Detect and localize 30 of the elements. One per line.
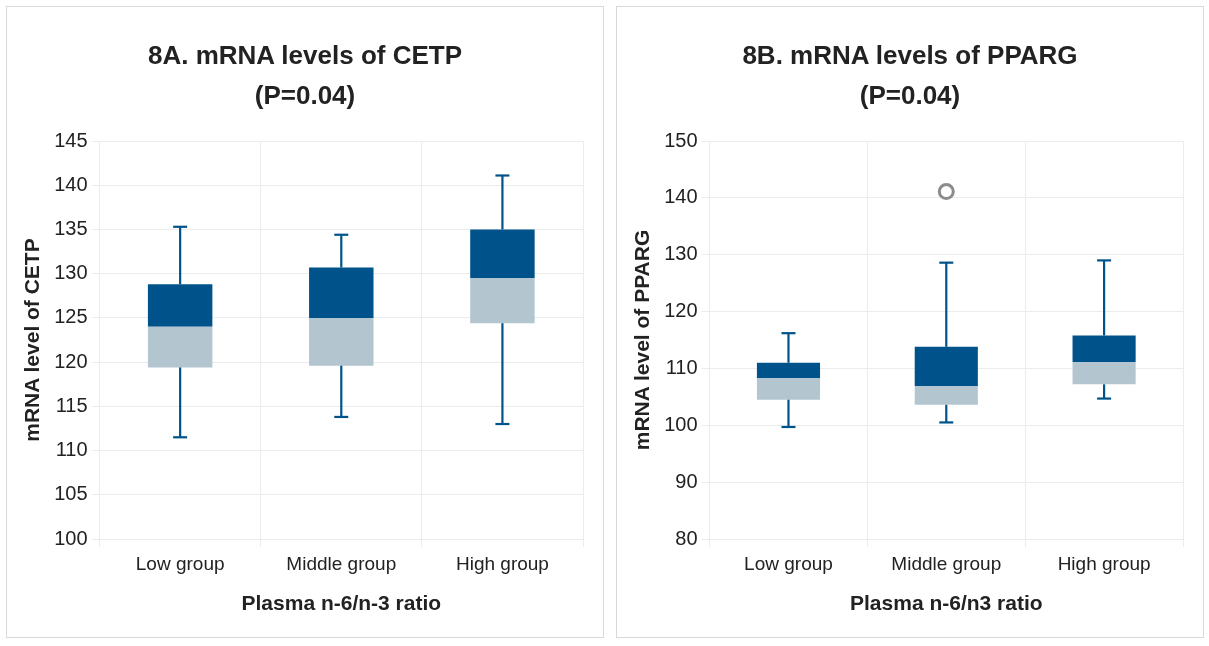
x-tick-label: High group	[455, 552, 549, 574]
x-tick-label: Low group	[135, 552, 225, 574]
y-tick-label: 130	[664, 242, 698, 265]
y-tick-label: 90	[675, 469, 698, 492]
y-tick-label: 125	[54, 305, 88, 328]
y-tick-label: 130	[54, 261, 88, 284]
y-tick-label: 140	[664, 185, 698, 208]
y-tick-label: 135	[54, 216, 88, 239]
x-axis-title: Plasma n-6/n-3 ratio	[241, 591, 442, 615]
x-tick-label: Middle group	[891, 552, 1002, 574]
x-tick-label: High group	[1057, 552, 1151, 574]
y-axis-title: mRNA level of CETP	[20, 238, 44, 442]
y-tick-label: 110	[55, 438, 88, 461]
y-tick-label: 150	[664, 128, 698, 151]
x-tick-label: Low group	[744, 552, 833, 574]
x-tick-label: Middle group	[286, 552, 397, 574]
y-tick-label: 120	[664, 299, 698, 322]
y-tick-label: 145	[54, 128, 88, 151]
x-axis-title: Plasma n-6/n3 ratio	[850, 591, 1043, 615]
y-tick-label: 120	[54, 349, 88, 372]
y-axis-title: mRNA level of PPARG	[630, 229, 654, 451]
y-tick-label: 140	[54, 172, 88, 195]
y-tick-label: 110	[665, 355, 698, 378]
chart-title: 8A. mRNA levels of CETP (P=0.04)	[147, 39, 463, 112]
y-tick-label: 100	[664, 412, 698, 435]
y-tick-label: 100	[54, 526, 88, 549]
y-tick-label: 105	[54, 482, 88, 505]
y-tick-label: 115	[55, 393, 88, 416]
chart-title: 8B. mRNA levels of PPARG (P=0.04)	[741, 39, 1079, 112]
y-tick-label: 80	[675, 526, 698, 549]
